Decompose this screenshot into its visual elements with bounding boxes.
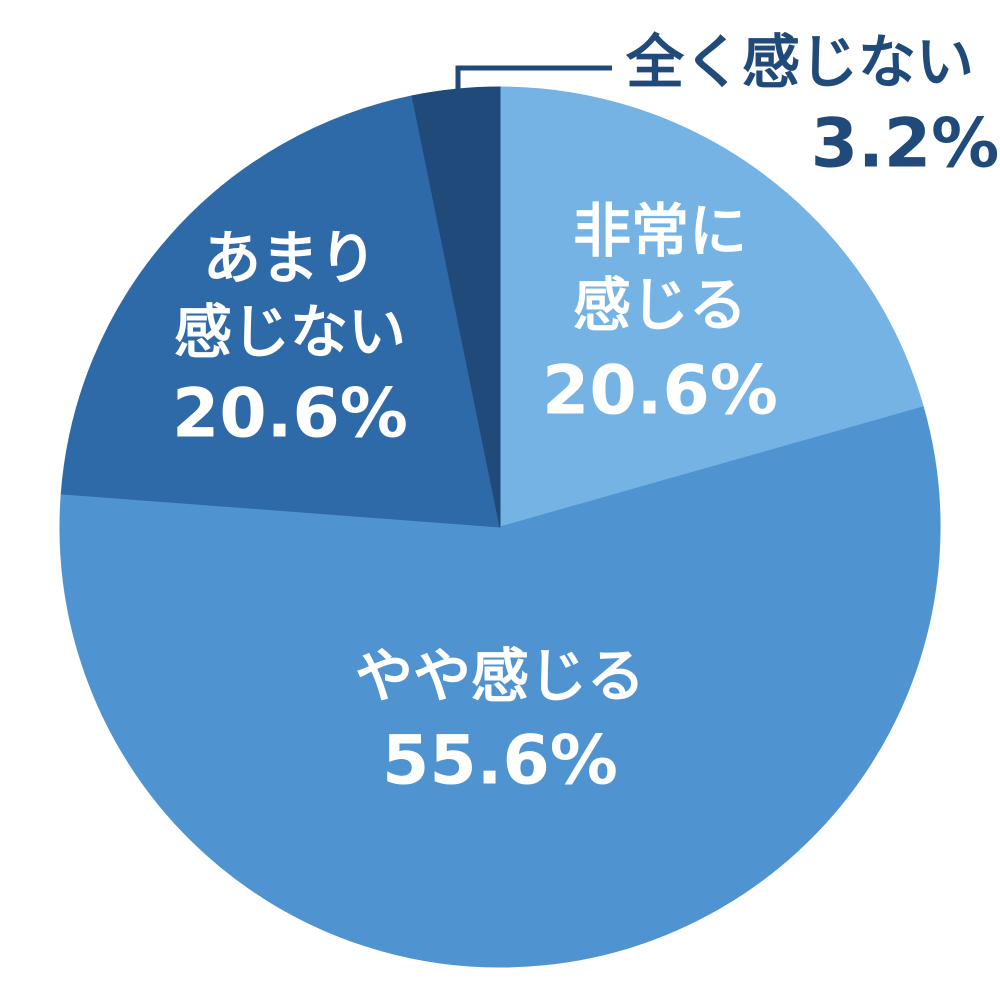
- pie: [59, 86, 941, 968]
- slice-label: 全く感じない: [625, 28, 974, 96]
- value-label: 55.6%: [382, 722, 618, 801]
- leader-line: [455, 65, 612, 92]
- pie-slice: [59, 406, 941, 968]
- slice-label: やや感じる: [355, 642, 645, 710]
- slice-label: 感じる: [573, 271, 747, 339]
- pie-slice: [499, 86, 924, 528]
- value-label: 3.2%: [811, 105, 1000, 184]
- value-label: 20.6%: [542, 352, 778, 431]
- slice-label: あまり: [203, 224, 377, 292]
- slice-label: 非常に: [573, 197, 747, 265]
- slice-label: 感じない: [174, 298, 406, 366]
- value-label: 20.6%: [172, 375, 408, 454]
- pie-slice: [60, 95, 501, 528]
